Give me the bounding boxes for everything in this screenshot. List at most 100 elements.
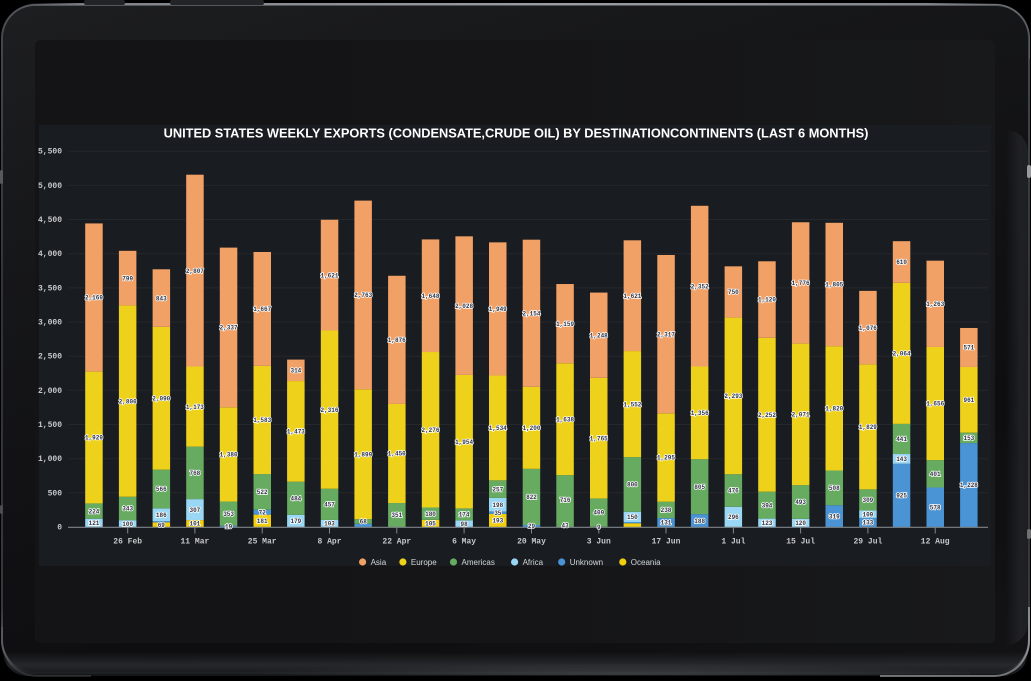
svg-text:1,899: 1,899 [354,452,372,459]
svg-text:Asia: Asia [371,558,387,567]
svg-text:750: 750 [728,289,739,296]
svg-text:6 May: 6 May [452,538,476,547]
svg-text:1,667: 1,667 [253,306,271,313]
svg-text:98: 98 [460,521,468,528]
svg-text:1,621: 1,621 [623,293,641,300]
svg-text:1,159: 1,159 [556,321,574,328]
svg-text:319: 319 [829,513,840,520]
svg-text:Europe: Europe [411,558,437,567]
svg-text:2,071: 2,071 [792,412,810,419]
svg-text:309: 309 [862,497,873,504]
svg-text:409: 409 [593,510,604,517]
svg-text:153: 153 [963,435,974,442]
svg-text:1,500: 1,500 [38,421,62,430]
svg-text:11 Mar: 11 Mar [180,538,209,547]
svg-text:493: 493 [795,499,806,506]
svg-text:2,500: 2,500 [38,353,62,362]
svg-text:179: 179 [290,518,301,525]
svg-text:5,500: 5,500 [38,148,62,157]
svg-text:9: 9 [597,524,601,531]
svg-text:Africa: Africa [523,558,544,567]
svg-text:2,352: 2,352 [691,283,709,290]
svg-text:296: 296 [728,514,739,521]
svg-text:180: 180 [425,511,436,518]
svg-text:1,648: 1,648 [421,293,439,300]
svg-text:457: 457 [324,502,335,509]
svg-text:26 Feb: 26 Feb [113,538,142,547]
svg-text:1,295: 1,295 [657,455,675,462]
svg-text:101: 101 [189,521,200,528]
svg-text:1,228: 1,228 [960,482,978,489]
svg-text:2,090: 2,090 [152,396,170,403]
svg-text:1,173: 1,173 [186,404,204,411]
svg-text:476: 476 [728,488,739,495]
svg-text:610: 610 [896,259,907,266]
svg-text:925: 925 [896,493,907,500]
svg-text:394: 394 [762,502,773,509]
svg-text:1,820: 1,820 [825,406,843,413]
svg-text:131: 131 [661,520,672,527]
svg-text:441: 441 [896,436,907,443]
svg-text:843: 843 [156,295,167,302]
svg-text:2,337: 2,337 [220,325,238,332]
svg-text:43: 43 [561,523,569,530]
svg-text:500: 500 [48,489,63,498]
svg-text:351: 351 [391,512,402,519]
svg-text:1,583: 1,583 [253,417,271,424]
svg-text:1,954: 1,954 [455,439,473,446]
svg-text:1 Jul: 1 Jul [721,538,745,547]
svg-text:174: 174 [459,512,470,519]
svg-text:12 Aug: 12 Aug [921,538,950,547]
svg-text:181: 181 [257,518,268,525]
svg-text:1,552: 1,552 [623,401,641,408]
svg-text:3,000: 3,000 [38,319,62,328]
svg-text:2,807: 2,807 [186,268,204,275]
svg-text:578: 578 [930,505,941,512]
svg-text:1,621: 1,621 [320,272,338,279]
svg-text:120: 120 [795,520,806,527]
svg-text:150: 150 [627,514,638,521]
svg-text:224: 224 [89,508,100,515]
svg-text:72: 72 [259,509,267,516]
svg-text:1,450: 1,450 [388,451,406,458]
svg-text:2,276: 2,276 [421,427,439,434]
svg-text:1,534: 1,534 [489,425,507,432]
svg-text:307: 307 [189,507,200,514]
svg-text:Oceania: Oceania [631,558,661,567]
svg-text:1,949: 1,949 [489,306,507,313]
svg-text:2,000: 2,000 [38,387,62,396]
svg-text:2,800: 2,800 [119,398,137,405]
svg-text:800: 800 [627,482,638,489]
svg-text:401: 401 [930,471,941,478]
svg-text:100: 100 [122,521,133,528]
svg-text:68: 68 [360,519,368,526]
svg-text:143: 143 [896,456,907,463]
svg-text:20 May: 20 May [517,538,546,547]
svg-text:716: 716 [560,497,571,504]
svg-text:17 Jun: 17 Jun [652,538,681,547]
svg-text:1,473: 1,473 [287,429,305,436]
svg-text:768: 768 [189,470,200,477]
svg-text:484: 484 [290,495,301,502]
svg-text:2,169: 2,169 [85,295,103,302]
svg-text:257: 257 [492,486,503,493]
svg-text:5,000: 5,000 [38,182,62,191]
svg-text:1,380: 1,380 [220,452,238,459]
svg-text:805: 805 [694,484,705,491]
svg-text:198: 198 [492,502,503,509]
svg-text:29: 29 [528,523,536,530]
svg-text:522: 522 [257,489,268,496]
svg-text:3 Jun: 3 Jun [587,538,611,547]
svg-text:2,763: 2,763 [354,292,372,299]
svg-text:1,200: 1,200 [522,425,540,432]
svg-text:4,500: 4,500 [38,216,62,225]
svg-text:1,263: 1,263 [926,301,944,308]
svg-text:133: 133 [862,520,873,527]
svg-text:2,316: 2,316 [320,407,338,414]
svg-text:Unknown: Unknown [570,558,603,567]
svg-text:343: 343 [122,506,133,513]
svg-text:1,000: 1,000 [38,455,62,464]
svg-text:2,317: 2,317 [657,331,675,338]
svg-text:2,154: 2,154 [522,311,540,318]
svg-text:4,000: 4,000 [38,250,62,259]
